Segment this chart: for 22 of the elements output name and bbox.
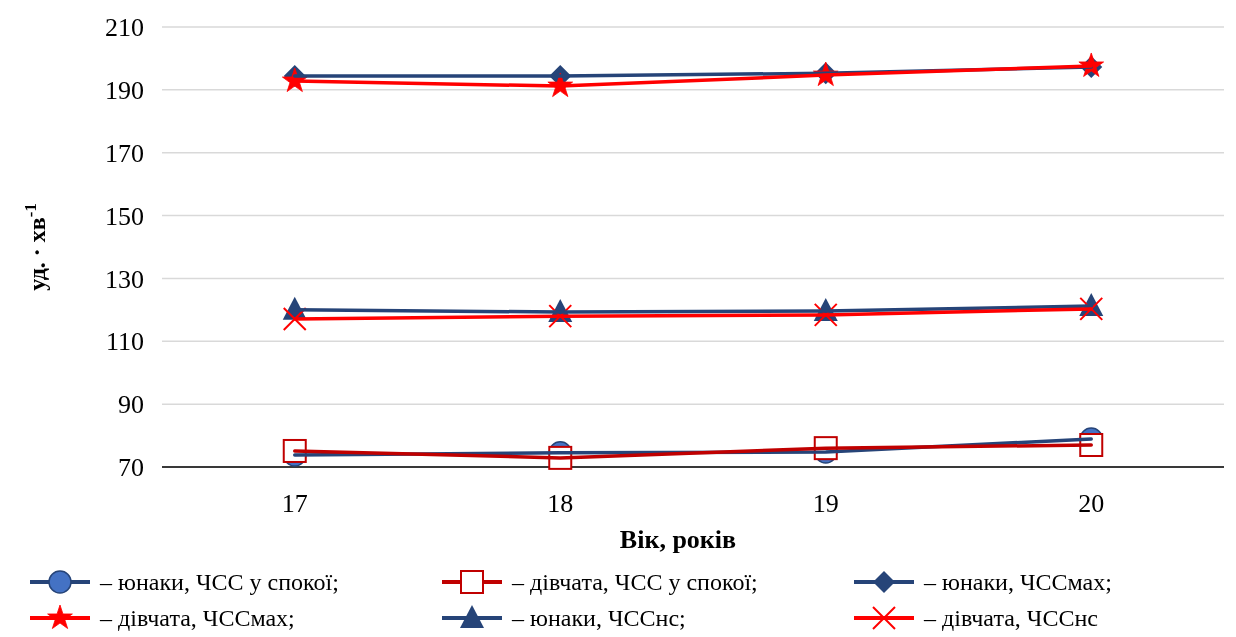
legend-label: – юнаки, ЧСС у спокої; xyxy=(99,569,339,596)
x-axis-title: Вік, років xyxy=(619,525,737,554)
legend-label: – дівчата, ЧСС у спокої; xyxy=(511,569,758,596)
legend-label: – юнаки, ЧССнс; xyxy=(511,605,686,632)
y-tick-label: 70 xyxy=(118,453,144,483)
point xyxy=(813,302,838,327)
y-tick-label: 90 xyxy=(118,390,144,420)
y-tick-label: 210 xyxy=(105,13,144,43)
legend-label: – юнаки, ЧССмах; xyxy=(923,569,1112,596)
point xyxy=(548,304,573,329)
x-tick-label: 19 xyxy=(812,489,839,518)
y-tick-label: 190 xyxy=(105,75,144,105)
legend-label: – дівчата, ЧССнс xyxy=(923,605,1098,632)
x-tick-label: 18 xyxy=(547,489,574,518)
y-tick-label: 170 xyxy=(105,138,144,168)
legend-label: – дівчата, ЧССмах; xyxy=(99,605,295,632)
y-tick-label: 150 xyxy=(105,201,144,231)
x-tick-label: 20 xyxy=(1078,489,1105,518)
y-tick-label: 110 xyxy=(105,327,144,357)
point xyxy=(282,306,307,331)
y-tick-label: 130 xyxy=(105,264,144,294)
x-tick-label: 17 xyxy=(281,489,308,518)
